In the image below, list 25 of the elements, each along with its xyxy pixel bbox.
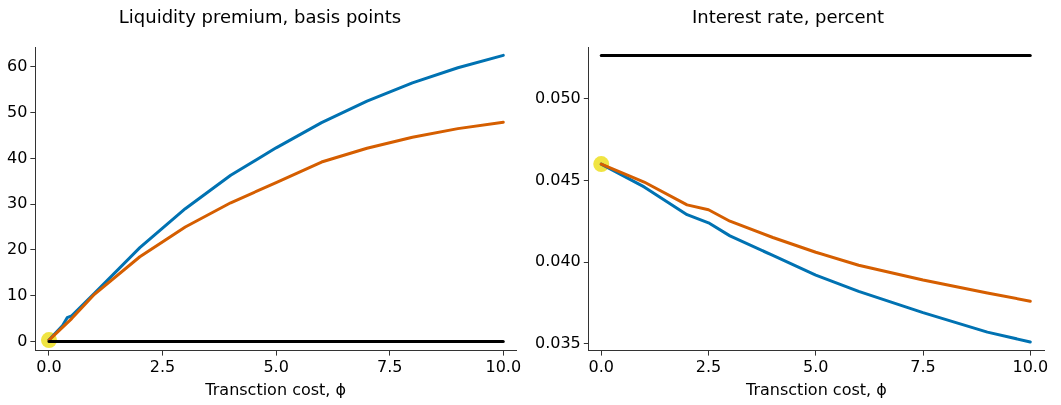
x-tick-label: 5.0: [263, 357, 289, 377]
y-tick-label: 0: [17, 330, 28, 350]
x-tick-label: 7.5: [910, 357, 936, 377]
x-axis-title: Transction cost, ϕ: [204, 379, 347, 399]
y-tick-label: 0.040: [534, 251, 581, 271]
y-tick-label: 60: [7, 55, 28, 75]
y-tick-label: 40: [7, 147, 28, 167]
chart-title: Liquidity premium, basis points: [118, 6, 402, 28]
y-tick-label: 30: [7, 193, 28, 213]
y-tick-label: 0.045: [534, 169, 581, 189]
x-tick-label: 0.0: [36, 357, 62, 377]
y-tick-label: 10: [7, 284, 28, 304]
x-tick-label: 7.5: [376, 357, 403, 377]
x-tick-label: 5.0: [803, 357, 829, 377]
y-tick-label: 0.050: [534, 87, 581, 107]
x-tick-label: 10.0: [1012, 357, 1049, 377]
x-tick-label: 2.5: [695, 357, 722, 377]
x-tick-label: 2.5: [149, 357, 176, 377]
x-axis-title: Transction cost, ϕ: [745, 379, 887, 399]
x-tick-label: 0.0: [588, 357, 614, 377]
x-tick-label: 10.0: [485, 357, 522, 377]
y-tick-label: 20: [7, 239, 28, 259]
y-tick-label: 50: [7, 101, 28, 121]
y-tick-label: 0.035: [534, 332, 581, 352]
chart-title: Interest rate, percent: [691, 6, 885, 28]
